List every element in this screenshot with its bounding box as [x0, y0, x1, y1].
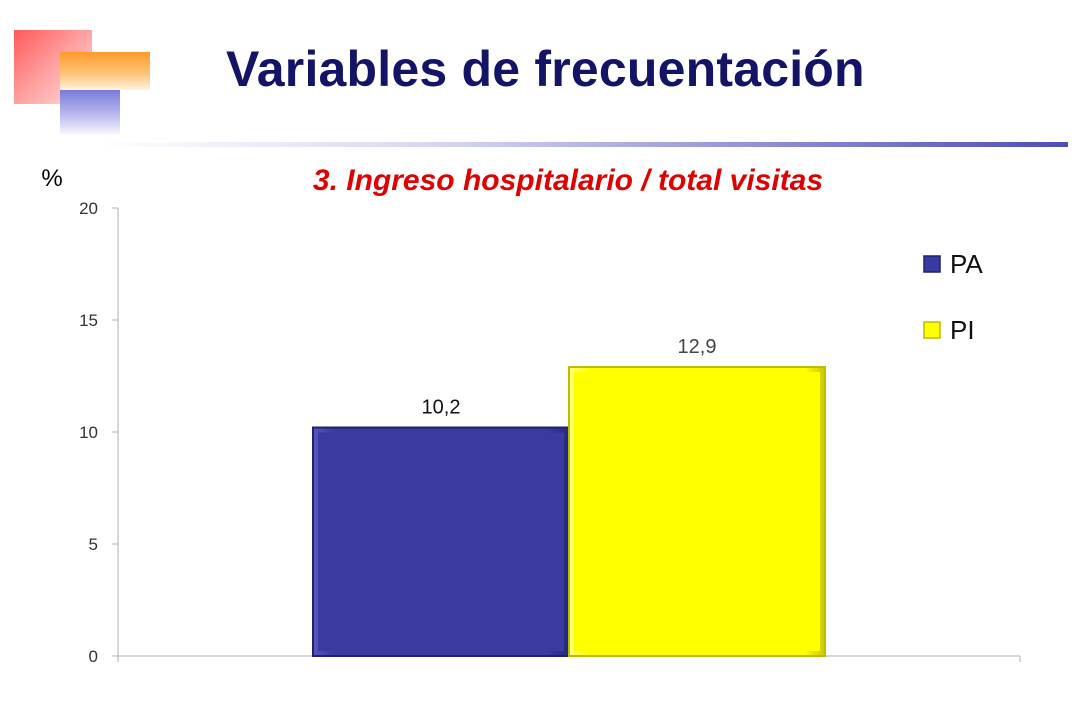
y-axis-ticks: 0 5 10 15 20 — [79, 199, 118, 666]
legend-label-pi: PI — [950, 315, 975, 345]
y-tick-label: 20 — [79, 199, 98, 218]
legend-swatch-pi — [923, 321, 941, 339]
page-title: Variables de frecuentación — [226, 41, 865, 97]
bars — [312, 366, 826, 657]
y-tick-label: 15 — [79, 311, 98, 330]
data-label-pa: 10,2 — [422, 397, 461, 419]
bar-face-pa — [318, 432, 564, 651]
decorative-blue-square — [60, 90, 120, 134]
y-tick-label: 10 — [79, 423, 98, 442]
chart-title: 3. Ingreso hospitalario / total visitas — [313, 164, 823, 197]
legend-swatch-pa — [923, 255, 941, 273]
legend: PA PI — [923, 249, 983, 345]
y-tick-label: 0 — [89, 647, 98, 666]
title-underline — [100, 142, 1068, 147]
y-axis-label: % — [41, 165, 62, 192]
y-tick-label: 5 — [89, 535, 98, 554]
data-labels: 10,2 12,9 — [422, 336, 717, 418]
data-label-pi: 12,9 — [678, 336, 717, 358]
bar-face-pi — [574, 372, 820, 651]
decorative-orange-bar — [60, 52, 150, 90]
legend-label-pa: PA — [950, 249, 983, 279]
